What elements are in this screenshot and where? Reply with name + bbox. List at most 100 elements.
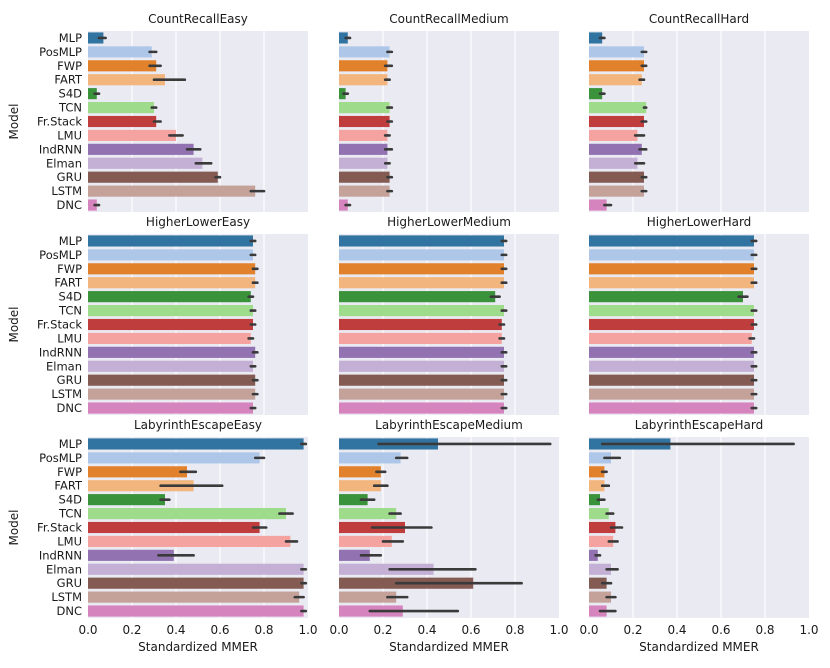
y-tick-label: LMU	[57, 128, 82, 142]
panel-3	[589, 31, 809, 212]
bar-lstm	[589, 185, 644, 197]
y-tick-label: LMU	[57, 331, 82, 345]
bar-lmu	[88, 535, 291, 547]
x-tick-label: 0.6	[210, 623, 229, 637]
x-tick-label: 0.4	[667, 623, 686, 637]
bar-lstm	[339, 185, 390, 197]
bar-fwp	[339, 263, 504, 275]
bar-indrnn	[589, 346, 754, 358]
bar-frstack	[589, 318, 754, 331]
y-axis-label: Model	[7, 103, 21, 139]
bar-mlp	[589, 32, 603, 44]
y-tick-label: GRU	[57, 373, 82, 387]
panel-7	[88, 437, 308, 618]
bar-elman	[589, 563, 611, 575]
bar-s4d	[339, 494, 368, 506]
bar-frstack	[589, 115, 644, 128]
bar-fwp	[339, 60, 388, 72]
bar-frstack	[88, 521, 260, 534]
x-tick-label: 1.0	[549, 623, 568, 637]
bar-s4d	[88, 494, 165, 506]
y-tick-label: MLP	[59, 437, 82, 451]
bar-elman	[339, 360, 504, 372]
x-tick-label: 0.8	[254, 623, 273, 637]
bar-gru	[88, 171, 218, 183]
panel-8	[339, 437, 559, 618]
bar-mlp	[339, 32, 348, 44]
panel-title: CountRecallMedium	[389, 12, 508, 26]
bar-fart	[339, 74, 388, 86]
y-tick-label: PosMLP	[39, 45, 82, 59]
y-tick-label: GRU	[57, 170, 82, 184]
x-tick-label: 0.8	[755, 623, 774, 637]
bar-elman	[589, 157, 638, 169]
x-axis-label: Standardized MMER	[138, 640, 258, 654]
bar-fwp	[589, 60, 644, 72]
bar-elman	[339, 157, 388, 169]
x-tick-label: 0.6	[461, 623, 480, 637]
panel-title: HigherLowerEasy	[146, 215, 250, 229]
y-tick-label: FART	[54, 479, 83, 493]
bar-posmlp	[88, 249, 253, 261]
y-tick-label: S4D	[59, 493, 83, 507]
bar-tcn	[88, 102, 154, 114]
x-tick-label: 0.2	[122, 623, 141, 637]
bar-mlp	[88, 438, 304, 450]
bar-gru	[88, 374, 256, 386]
bar-indrnn	[88, 143, 194, 155]
x-axis-label: Standardized MMER	[389, 640, 509, 654]
bar-tcn	[589, 508, 609, 520]
bar-lstm	[88, 388, 256, 400]
bar-gru	[589, 171, 644, 183]
y-tick-label: MLP	[59, 234, 82, 248]
bar-fart	[589, 74, 642, 86]
y-tick-label: S4D	[59, 290, 83, 304]
bar-fwp	[589, 263, 754, 275]
bar-lmu	[589, 535, 614, 547]
bar-elman	[88, 157, 203, 169]
bar-mlp	[589, 235, 754, 247]
bar-tcn	[589, 102, 647, 114]
x-tick-label: 0.0	[579, 623, 598, 637]
y-tick-label: LSTM	[51, 590, 82, 604]
bar-fart	[589, 277, 754, 289]
y-tick-label: FWP	[57, 465, 82, 479]
bar-lmu	[88, 332, 251, 344]
bar-lmu	[589, 332, 752, 344]
y-tick-label: Fr.Stack	[37, 521, 82, 535]
bar-indrnn	[88, 549, 174, 561]
y-tick-label: PosMLP	[39, 451, 82, 465]
panel-title: CountRecallHard	[649, 12, 749, 26]
y-tick-label: GRU	[57, 576, 82, 590]
panel-5	[339, 234, 559, 415]
bar-elman	[589, 360, 754, 372]
bar-s4d	[589, 291, 743, 303]
y-tick-label: IndRNN	[39, 142, 82, 156]
bar-posmlp	[589, 249, 754, 261]
bar-indrnn	[339, 143, 388, 155]
y-tick-label: TCN	[58, 304, 82, 318]
y-tick-label: LSTM	[51, 184, 82, 198]
y-tick-label: FART	[54, 276, 83, 290]
bar-s4d	[339, 291, 496, 303]
bar-frstack	[339, 115, 390, 128]
bar-fwp	[589, 466, 605, 478]
bar-lmu	[339, 332, 502, 344]
y-tick-label: Fr.Stack	[37, 318, 82, 332]
bar-mlp	[339, 235, 504, 247]
bar-dnc	[88, 402, 253, 414]
y-tick-label: Elman	[46, 359, 82, 373]
bar-elman	[88, 360, 253, 372]
y-axis-label: Model	[7, 509, 21, 545]
bar-tcn	[339, 305, 504, 317]
y-tick-label: S4D	[59, 87, 83, 101]
bar-elman	[339, 563, 434, 575]
bar-fart	[88, 277, 256, 289]
bar-fwp	[88, 60, 157, 72]
bar-posmlp	[339, 46, 390, 58]
x-tick-label: 0.0	[78, 623, 97, 637]
bar-fart	[339, 277, 504, 289]
bar-lstm	[88, 591, 300, 603]
y-tick-label: Elman	[46, 156, 82, 170]
